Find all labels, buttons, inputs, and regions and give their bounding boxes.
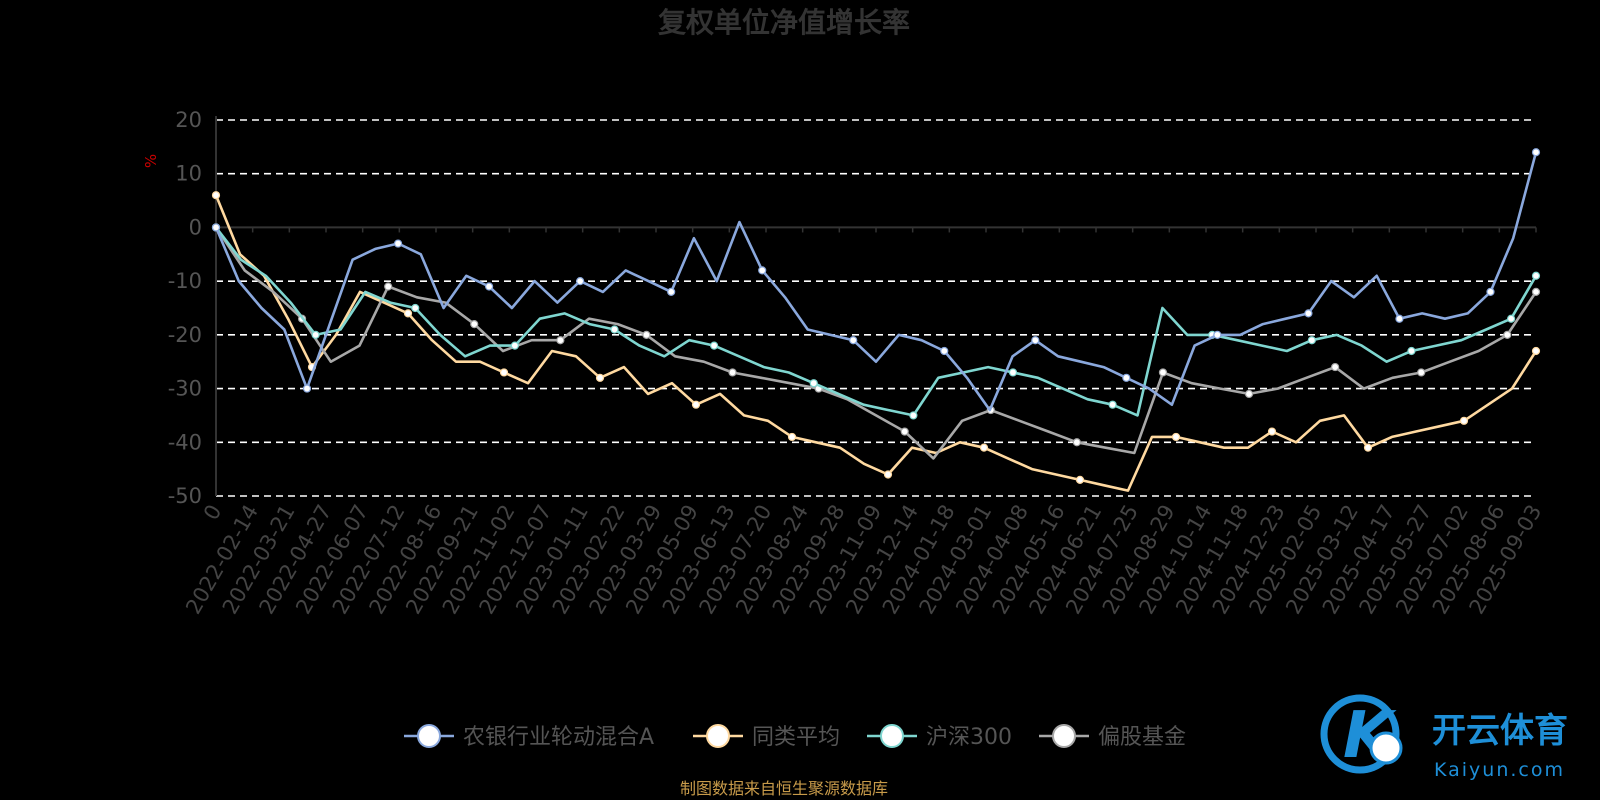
- data-point-marker: [211, 191, 221, 200]
- series-line: [214, 226, 1538, 460]
- data-point-marker: [1363, 443, 1373, 452]
- legend-label: 农银行业轮动混合A: [463, 725, 654, 750]
- y-tick-label: 0: [189, 215, 202, 239]
- ball-icon: [1369, 731, 1403, 765]
- data-point-marker: [787, 432, 797, 442]
- data-point-marker: [883, 470, 893, 479]
- data-point-marker: [1075, 475, 1085, 484]
- y-axis-ticks: 20 10 0 -10 -20 -30 -40 -50: [168, 108, 202, 508]
- data-point-marker: [1171, 432, 1181, 442]
- data-point-marker: [556, 336, 565, 345]
- data-point-marker: [809, 379, 818, 388]
- data-point-marker: [1531, 148, 1541, 157]
- data-point-marker: [1459, 416, 1469, 425]
- data-point-marker: [384, 282, 393, 291]
- logo-mark-ring: [1320, 694, 1400, 774]
- data-point-marker: [1307, 336, 1316, 345]
- data-point-marker: [1158, 368, 1168, 377]
- y-tick-label: -50: [168, 484, 202, 508]
- series-line: [214, 194, 1538, 492]
- data-point-marker: [1407, 346, 1416, 356]
- legend-marker-swatch: [1052, 724, 1076, 748]
- data-point-marker: [758, 266, 767, 275]
- y-tick-label: -40: [168, 430, 202, 454]
- data-point-marker: [1506, 314, 1516, 323]
- legend-item[interactable]: 沪深300: [867, 724, 1012, 750]
- brand-url: Kaiyun.com: [1434, 759, 1565, 781]
- data-point-marker: [499, 368, 509, 377]
- data-point-marker: [979, 443, 989, 452]
- chart-title: 复权单位净值增长率: [658, 6, 910, 39]
- data-point-marker: [1122, 373, 1131, 382]
- data-point-marker: [1108, 400, 1117, 409]
- data-point-marker: [1531, 287, 1541, 296]
- data-point-marker: [642, 330, 651, 339]
- data-point-marker: [393, 239, 403, 248]
- data-point-marker: [1244, 389, 1254, 399]
- data-point-marker: [411, 303, 420, 313]
- y-tick-label: 10: [175, 162, 202, 186]
- y-tick-label: -20: [168, 323, 202, 347]
- data-point-marker: [1267, 427, 1277, 436]
- data-point-marker: [667, 287, 676, 296]
- legend-marker-swatch: [417, 724, 441, 748]
- data-point-marker: [211, 223, 221, 232]
- brand-logo: K 开云体育 Kaiyun.com: [1320, 694, 1568, 781]
- data-point-marker: [302, 384, 312, 393]
- data-point-marker: [610, 325, 619, 334]
- legend-item[interactable]: 农银行业轮动混合A: [404, 724, 654, 750]
- legend-item[interactable]: 同类平均: [693, 724, 840, 750]
- data-point-marker: [576, 277, 585, 286]
- legend-label: 偏股基金: [1098, 725, 1186, 750]
- x-tick-label: 0: [199, 501, 226, 525]
- data-point-marker: [485, 282, 494, 291]
- data-point-marker: [1503, 330, 1512, 339]
- data-source-note: 制图数据来自恒生聚源数据库: [680, 779, 888, 798]
- legend-label: 同类平均: [752, 725, 840, 750]
- data-point-marker: [1395, 314, 1404, 323]
- legend-marker-swatch: [706, 724, 730, 748]
- data-point-marker: [728, 368, 737, 377]
- data-point-marker: [900, 427, 909, 436]
- data-point-marker: [1531, 271, 1541, 280]
- data-point-marker: [1008, 368, 1018, 377]
- data-point-marker: [510, 341, 519, 350]
- legend-marker-swatch: [880, 724, 904, 748]
- y-axis-unit: %: [142, 154, 160, 168]
- data-point-marker: [403, 309, 413, 318]
- data-point-marker: [909, 411, 918, 420]
- legend-label: 沪深300: [926, 725, 1012, 750]
- series-lines: [211, 148, 1541, 492]
- data-point-marker: [849, 336, 858, 345]
- y-tick-label: -30: [168, 377, 202, 401]
- series-line: [214, 226, 1538, 417]
- legend-item[interactable]: 偏股基金: [1039, 724, 1186, 750]
- series-line: [214, 151, 1538, 412]
- data-point-marker: [940, 346, 949, 356]
- legend: 农银行业轮动混合A 同类平均 沪深300 偏股基金: [404, 724, 1186, 750]
- data-point-marker: [1072, 438, 1081, 447]
- brand-name: 开云体育: [1432, 711, 1568, 751]
- y-tick-label: 20: [175, 108, 202, 132]
- data-point-marker: [311, 330, 320, 339]
- data-point-marker: [595, 373, 605, 382]
- grid-lines: [216, 119, 1536, 497]
- data-point-marker: [470, 320, 479, 329]
- data-point-marker: [1417, 368, 1426, 377]
- data-point-marker: [1331, 362, 1340, 372]
- data-point-marker: [1486, 287, 1495, 296]
- data-point-marker: [691, 400, 701, 409]
- data-point-marker: [710, 341, 719, 350]
- y-tick-label: -10: [168, 269, 202, 293]
- data-point-marker: [1304, 309, 1313, 318]
- data-point-marker: [1031, 336, 1040, 345]
- data-point-marker: [1213, 330, 1222, 339]
- data-point-marker: [1531, 346, 1541, 356]
